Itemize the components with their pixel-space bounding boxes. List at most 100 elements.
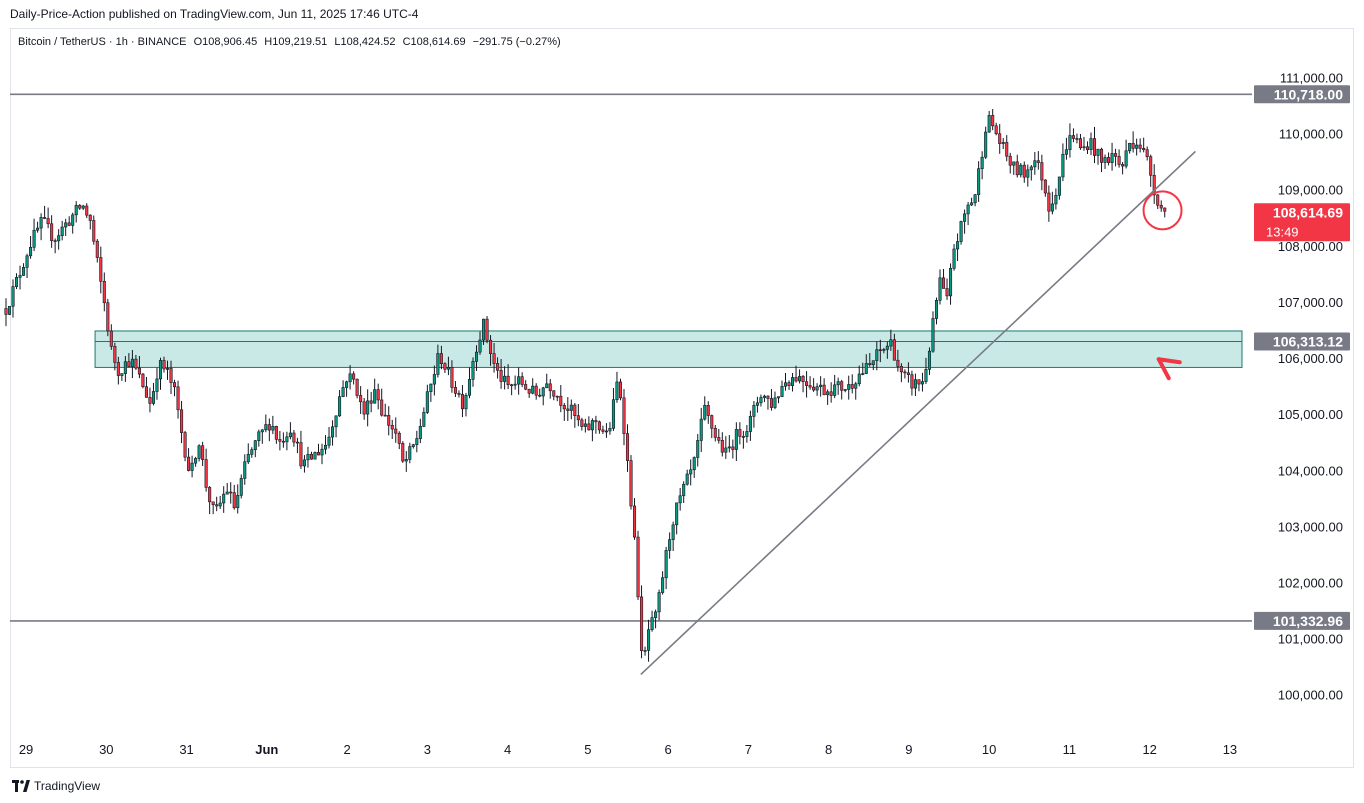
candle-body bbox=[453, 387, 457, 394]
candle-body bbox=[208, 487, 212, 503]
candle-body bbox=[913, 379, 917, 389]
candle-body bbox=[85, 205, 89, 216]
x-tick-label: 6 bbox=[665, 742, 672, 757]
candle-body bbox=[1019, 164, 1023, 176]
candle-body bbox=[229, 491, 233, 494]
candle-body bbox=[822, 384, 826, 396]
candle-body bbox=[650, 617, 654, 630]
candle-body bbox=[815, 386, 819, 391]
candle-body bbox=[64, 222, 68, 228]
candle-body bbox=[1043, 179, 1047, 194]
candle-body bbox=[236, 495, 240, 509]
candle-body bbox=[748, 416, 752, 432]
candle-body bbox=[1001, 142, 1005, 144]
candle-body bbox=[1064, 149, 1068, 155]
candle-body bbox=[794, 377, 798, 382]
x-tick-label: 4 bbox=[504, 742, 511, 757]
candle-body bbox=[18, 275, 22, 278]
y-tick-label: 110,000.00 bbox=[1279, 127, 1343, 142]
candle-body bbox=[134, 358, 138, 369]
candle-body bbox=[580, 419, 584, 427]
y-axis: 100,000.00 101,000.00 102,000.00 103,000.00… bbox=[1278, 70, 1343, 702]
candle-body bbox=[29, 246, 33, 257]
candle-body bbox=[489, 339, 493, 354]
candle-body bbox=[274, 426, 278, 440]
x-tick-label: 7 bbox=[745, 742, 752, 757]
candle-body bbox=[151, 391, 155, 404]
candle-body bbox=[559, 395, 563, 406]
candle-body bbox=[531, 385, 535, 394]
candle-body bbox=[576, 415, 580, 421]
candle-body bbox=[1145, 149, 1149, 157]
candle-body bbox=[798, 376, 802, 382]
candle-body bbox=[819, 384, 823, 388]
candle-body bbox=[46, 218, 50, 225]
candle-body bbox=[896, 359, 900, 367]
x-tick-label: 13 bbox=[1223, 742, 1237, 757]
level-price-badge: 101,332.96 bbox=[1254, 611, 1350, 630]
candle-body bbox=[50, 223, 54, 241]
candle-body bbox=[373, 389, 377, 404]
candle-body bbox=[1015, 161, 1019, 176]
candle-body bbox=[1142, 148, 1146, 151]
support-zone-layer bbox=[94, 330, 1243, 368]
y-tick-label: 105,000.00 bbox=[1278, 407, 1343, 422]
candle-body bbox=[759, 397, 763, 404]
candle-body bbox=[1057, 176, 1061, 196]
candle-body bbox=[678, 495, 682, 504]
candle-body bbox=[541, 387, 545, 397]
candle-body bbox=[724, 447, 728, 453]
candle-body bbox=[232, 492, 236, 509]
candle-body bbox=[222, 493, 226, 504]
candle-body bbox=[713, 427, 717, 438]
candle-body bbox=[977, 168, 981, 196]
candle-body bbox=[331, 426, 335, 438]
candle-body bbox=[1078, 138, 1082, 149]
tradingview-logo-icon bbox=[12, 780, 30, 792]
candle-body bbox=[474, 351, 479, 362]
candle-body bbox=[1149, 156, 1153, 176]
candle-body bbox=[1085, 146, 1090, 151]
candle-body bbox=[1008, 155, 1012, 166]
level-price-badge: 110,718.00 bbox=[1254, 85, 1350, 104]
candle-body bbox=[587, 423, 591, 431]
candle-body bbox=[464, 395, 468, 410]
candle-body bbox=[868, 363, 872, 366]
price-badges: 110,718.00 101,332.96 106,313.12 108,614.69… bbox=[1254, 85, 1350, 630]
candle-body bbox=[931, 318, 935, 352]
candle-body bbox=[376, 389, 380, 401]
candle-body bbox=[752, 405, 756, 417]
candle-body bbox=[204, 459, 208, 488]
candle-body bbox=[1100, 148, 1104, 163]
candle-body bbox=[109, 330, 113, 347]
candle-body bbox=[597, 421, 601, 431]
legend-close: C108,614.69 bbox=[402, 36, 466, 48]
candle-body bbox=[74, 204, 78, 216]
candle-body bbox=[288, 432, 292, 438]
candle-body bbox=[952, 248, 956, 269]
candle-body bbox=[970, 202, 974, 206]
candle-body bbox=[1114, 153, 1118, 157]
candle-body bbox=[545, 383, 549, 389]
candle-body bbox=[299, 442, 303, 467]
candle-body bbox=[162, 360, 166, 370]
footer-brand[interactable]: TradingView bbox=[12, 776, 100, 796]
candle-body bbox=[88, 214, 92, 221]
candle-body bbox=[682, 483, 686, 497]
x-tick-label: 3 bbox=[424, 742, 431, 757]
candle-body bbox=[359, 395, 363, 403]
legend-low: L108,424.52 bbox=[334, 36, 396, 48]
candle-body bbox=[53, 240, 57, 242]
candle-body bbox=[980, 156, 984, 169]
candle-body bbox=[123, 361, 127, 374]
candle-body bbox=[369, 400, 373, 404]
published-header: Daily-Price-Action published on TradingV… bbox=[10, 7, 419, 21]
candle-body bbox=[187, 456, 191, 471]
candle-body bbox=[934, 299, 939, 319]
candle-body bbox=[941, 277, 946, 289]
candle-body bbox=[699, 418, 703, 441]
candle-body bbox=[731, 446, 735, 450]
candle-body bbox=[1156, 194, 1160, 206]
candle-body bbox=[850, 384, 854, 389]
